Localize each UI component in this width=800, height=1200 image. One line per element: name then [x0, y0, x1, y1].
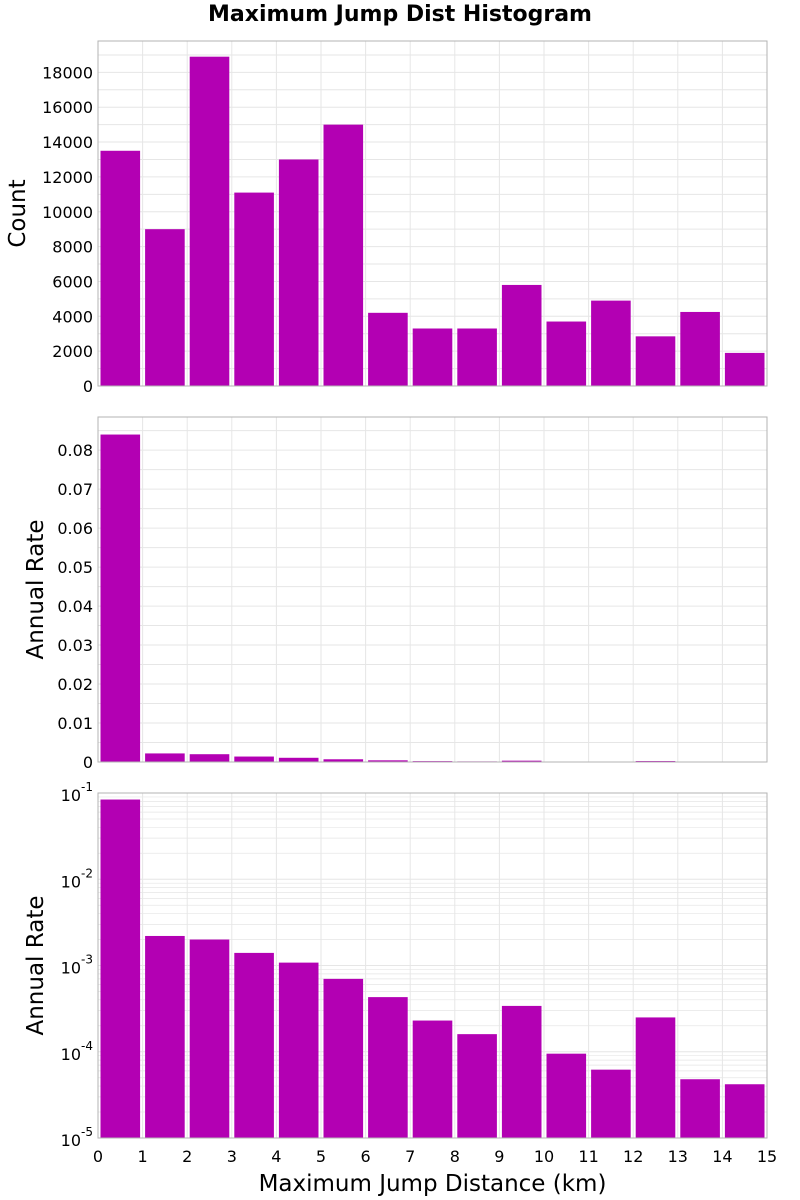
bar-2-3	[189, 754, 230, 762]
y-tick-label: 0.03	[57, 636, 93, 655]
chart-title: Maximum Jump Dist Histogram	[208, 2, 592, 27]
bar-12-13	[635, 1017, 676, 1138]
y-tick-label: 16000	[42, 98, 93, 117]
x-tick-label: 5	[316, 1147, 326, 1166]
y-tick-label: 10-4	[61, 1039, 93, 1064]
bar-2-3	[189, 56, 230, 386]
y-tick-label: 0.06	[57, 519, 93, 538]
y-axis-label: Annual Rate	[23, 520, 49, 660]
bar-1-2	[145, 935, 185, 1138]
bar-10-11	[546, 321, 587, 386]
x-tick-label: 9	[494, 1147, 504, 1166]
y-tick-label: 8000	[52, 238, 93, 257]
plot-frame	[97, 792, 768, 1139]
bar-2-3	[189, 939, 230, 1138]
plot-frame	[97, 40, 768, 387]
y-axis-label: Count	[5, 179, 31, 247]
count-panel: 0 2000 4000 6000 8000 10000 12000 14000 16000 180…	[5, 40, 768, 396]
bar-6-7	[368, 312, 408, 386]
bar-0-1	[100, 434, 141, 762]
y-tick-label: 6000	[52, 272, 93, 291]
bar-6-7	[368, 997, 408, 1138]
bar-12-13	[635, 336, 676, 386]
bar-3-4	[234, 756, 274, 762]
x-tick-label: 15	[757, 1147, 777, 1166]
bar-4-5	[278, 757, 319, 762]
x-tick-label: 8	[450, 1147, 460, 1166]
y-tick-label: 12000	[42, 168, 93, 187]
bar-8-9	[457, 328, 497, 386]
y-tick-label: 2000	[52, 342, 93, 361]
y-tick-label: 10-2	[61, 866, 93, 891]
plot-frame	[97, 416, 768, 763]
bar-11-12	[591, 1069, 631, 1138]
annual-rate-linear-panel: 0 0.01 0.02 0.03 0.04 0.05 0.06 0.07 0.08 Annual …	[23, 416, 768, 772]
y-tick-label: 0	[83, 377, 93, 396]
bar-5-6	[323, 759, 364, 762]
bar-5-6	[323, 978, 364, 1138]
bar-4-5	[278, 962, 319, 1138]
y-tick-label: 10-3	[61, 953, 93, 978]
x-tick-label: 11	[578, 1147, 598, 1166]
bar-1-2	[145, 229, 185, 386]
x-tick-label: 1	[138, 1147, 148, 1166]
bar-3-4	[234, 192, 274, 386]
x-tick-label: 14	[712, 1147, 732, 1166]
x-tick-label: 3	[227, 1147, 237, 1166]
x-tick-label: 0	[93, 1147, 103, 1166]
y-tick-label: 0.01	[57, 714, 93, 733]
bar-9-10	[501, 760, 542, 762]
y-tick-label: 18000	[42, 63, 93, 82]
bar-4-5	[278, 159, 319, 386]
plot-area	[98, 417, 767, 762]
y-tick-label: 0	[83, 753, 93, 772]
bar-13-14	[680, 311, 720, 386]
x-tick-label: 7	[405, 1147, 415, 1166]
bar-13-14	[680, 1079, 720, 1138]
bar-14-15	[724, 352, 765, 386]
bar-9-10	[501, 284, 542, 386]
bar-3-4	[234, 952, 274, 1138]
y-tick-label: 0.02	[57, 675, 93, 694]
x-tick-label: 2	[182, 1147, 192, 1166]
y-tick-label: 0.07	[57, 480, 93, 499]
x-tick-label: 4	[271, 1147, 281, 1166]
y-tick-label: 0.08	[57, 441, 93, 460]
y-tick-label: 0.04	[57, 597, 93, 616]
bar-0-1	[100, 150, 141, 386]
y-tick-label: 10-5	[61, 1125, 93, 1150]
bar-1-2	[145, 753, 185, 762]
x-tick-label: 10	[534, 1147, 554, 1166]
annual-rate-log-panel: 10-510-410-310-210-10 1 2 3 4 5 6 7 8 9 10 11 12 13 14…	[23, 780, 777, 1197]
y-tick-label: 10-1	[61, 780, 93, 805]
bar-9-10	[501, 1005, 542, 1138]
x-tick-label: 6	[361, 1147, 371, 1166]
bar-7-8	[412, 328, 453, 386]
bar-6-7	[368, 760, 408, 762]
y-tick-label: 4000	[52, 307, 93, 326]
bar-11-12	[591, 300, 631, 386]
bar-5-6	[323, 124, 364, 387]
bar-7-8	[412, 1020, 453, 1138]
bar-14-15	[724, 1084, 765, 1138]
bar-0-1	[100, 799, 141, 1138]
bar-8-9	[457, 1034, 497, 1138]
bar-10-11	[546, 1053, 587, 1138]
x-tick-label: 13	[668, 1147, 688, 1166]
y-tick-label: 10000	[42, 203, 93, 222]
x-tick-label: 12	[623, 1147, 643, 1166]
x-axis-label: Maximum Jump Distance (km)	[259, 1171, 607, 1197]
y-axis-label: Annual Rate	[23, 896, 49, 1036]
y-tick-label: 0.05	[57, 558, 93, 577]
y-tick-label: 14000	[42, 133, 93, 152]
